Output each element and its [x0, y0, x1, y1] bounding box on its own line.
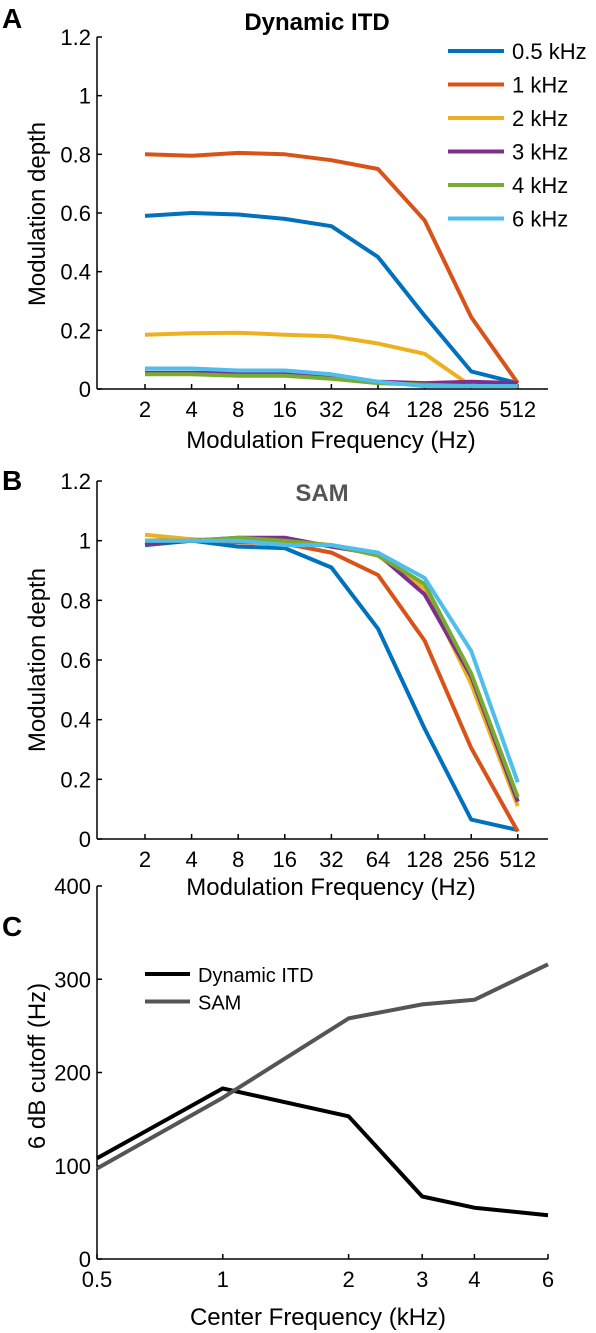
series-line-3 [144, 532, 520, 807]
panel-label-b: B [2, 465, 22, 496]
series-line-6 [145, 538, 520, 783]
chart-title-b: SAM [295, 480, 348, 507]
panel-b-sam: B SAM Modulation depth Modulation Freque… [2, 465, 548, 901]
y-axis-label-c: 6 dB cutoff (Hz) [24, 983, 51, 1149]
x-tick-label: 0.5 [82, 1267, 113, 1292]
chart-title-a: Dynamic ITD [244, 9, 389, 36]
x-tick-label: 16 [273, 847, 297, 872]
y-axis-label-a: Modulation depth [24, 122, 51, 306]
legend-label: Dynamic ITD [198, 965, 314, 987]
y-tick-label: 0 [79, 1247, 91, 1272]
y-tick-label: 0.8 [60, 588, 91, 613]
series-line-1-khz [144, 150, 520, 385]
y-tick-label: 400 [54, 874, 91, 899]
x-tick-label: 8 [232, 847, 244, 872]
series-line-2 [144, 537, 520, 833]
y-tick-label: 0 [79, 827, 91, 852]
x-tick-label: 64 [366, 847, 390, 872]
y-tick-label: 0 [79, 377, 91, 402]
y-axis-label-b: Modulation depth [24, 568, 51, 752]
y-tick-label: 0.8 [60, 142, 91, 167]
series-line-0-5-khz [144, 211, 519, 386]
panel-c-cutoff: C 6 dB cutoff (Hz) Center Frequency (kHz… [2, 874, 554, 1331]
series-line-dynamic-itd [96, 1086, 549, 1218]
legend-label: 1 kHz [512, 73, 568, 98]
x-tick-label: 4 [185, 847, 197, 872]
x-tick-label: 512 [499, 847, 536, 872]
y-tick-label: 0.6 [60, 648, 91, 673]
y-tick-label: 0.6 [60, 201, 91, 226]
x-tick-label: 128 [406, 397, 443, 422]
x-tick-label: 3 [416, 1267, 428, 1292]
y-tick-label: 0.2 [60, 318, 91, 343]
y-tick-label: 200 [54, 1061, 91, 1086]
legend-label: 4 kHz [512, 173, 568, 198]
panel-a-dynamic-itd: A Dynamic ITD Modulation depth Modulatio… [2, 3, 587, 454]
y-tick-label: 1.2 [60, 469, 91, 494]
series-line-sam [96, 962, 549, 1171]
x-tick-label: 256 [453, 397, 490, 422]
x-axis-label-a: Modulation Frequency (Hz) [186, 427, 475, 454]
legend: Dynamic ITD SAM [145, 965, 314, 1015]
x-tick-label: 6 [542, 1267, 554, 1292]
x-tick-label: 32 [319, 847, 343, 872]
x-tick-label: 2 [139, 847, 151, 872]
x-axis-label-c: Center Frequency (kHz) [190, 1304, 446, 1331]
panel-label-c: C [2, 911, 22, 942]
x-axis-label-b: Modulation Frequency (Hz) [186, 874, 475, 901]
x-tick-label: 2 [139, 397, 151, 422]
x-tick-label: 16 [273, 397, 297, 422]
series-line-2-khz [144, 330, 518, 389]
legend-label: 0.5 kHz [512, 39, 587, 64]
legend: 0.5 kHz 1 kHz 2 kHz 3 kHz 4 kHz 6 kHz [448, 39, 587, 232]
series-line-4 [144, 535, 520, 803]
y-tick-label: 300 [54, 967, 91, 992]
x-tick-label: 512 [499, 397, 536, 422]
x-tick-label: 2 [342, 1267, 354, 1292]
y-tick-label: 0.4 [60, 260, 91, 285]
y-tick-label: 0.4 [60, 708, 91, 733]
y-tick-label: 1.2 [60, 25, 91, 50]
y-tick-label: 1 [79, 529, 91, 554]
legend-label: 3 kHz [512, 140, 568, 165]
x-tick-label: 4 [185, 397, 197, 422]
series-line-6-khz [145, 366, 518, 389]
y-tick-label: 1 [79, 84, 91, 109]
legend-label: 2 kHz [512, 106, 568, 131]
y-tick-label: 100 [54, 1154, 91, 1179]
x-tick-label: 128 [406, 847, 443, 872]
y-tick-label: 0.2 [60, 767, 91, 792]
x-tick-label: 8 [232, 397, 244, 422]
x-tick-label: 64 [366, 397, 390, 422]
legend-label: SAM [198, 993, 241, 1015]
x-tick-label: 1 [217, 1267, 229, 1292]
series-line-1 [144, 538, 519, 832]
x-tick-label: 256 [453, 847, 490, 872]
x-tick-label: 32 [319, 397, 343, 422]
panel-label-a: A [2, 3, 22, 34]
x-tick-label: 4 [468, 1267, 480, 1292]
legend-label: 6 kHz [512, 207, 568, 232]
